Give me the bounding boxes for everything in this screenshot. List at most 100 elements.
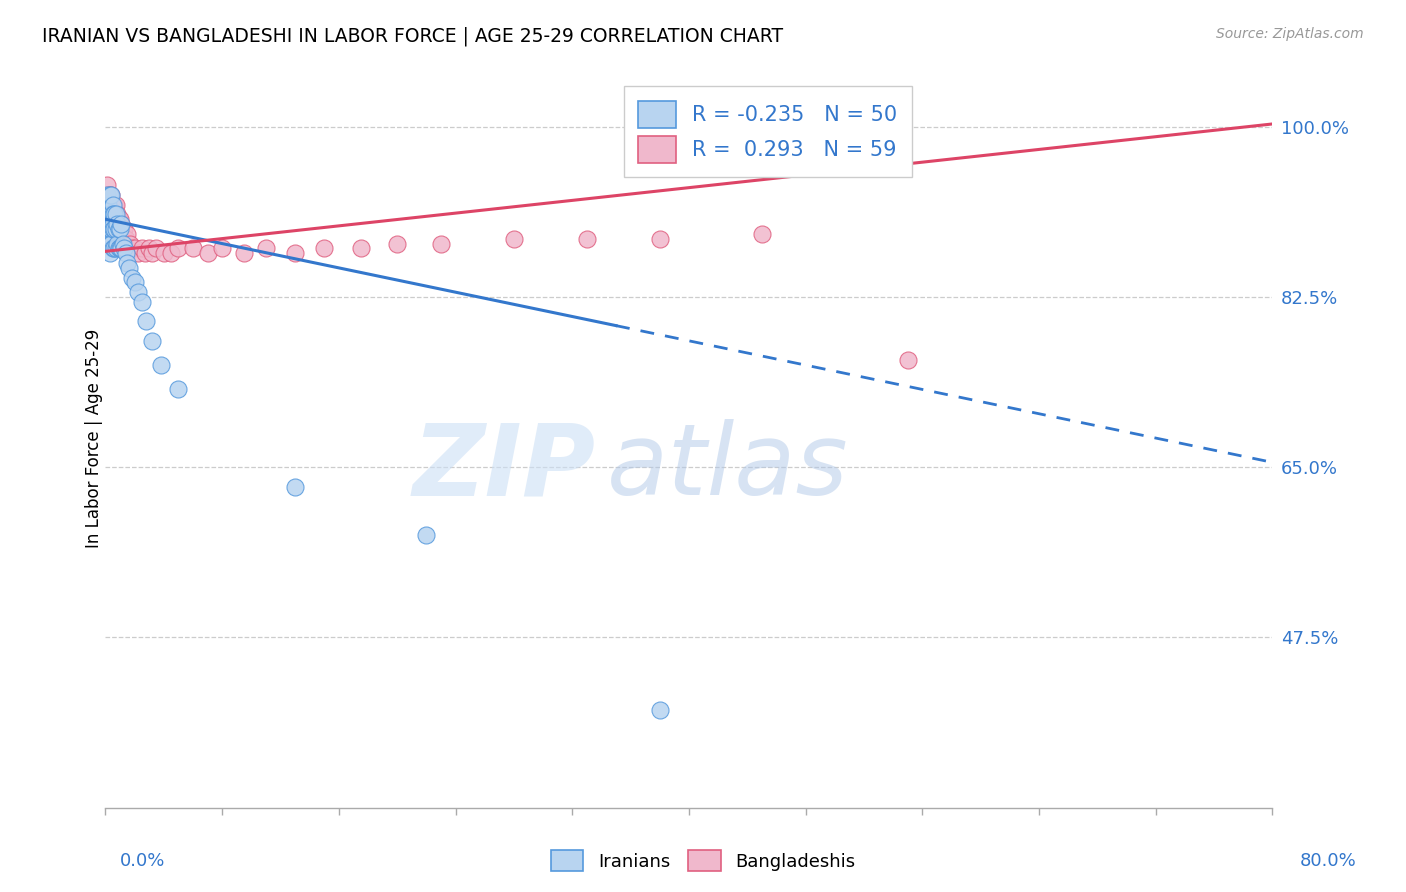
Point: [197, 246, 219, 260]
Point: [100, 236, 122, 251]
Point: [97, 188, 120, 202]
Point: [117, 227, 139, 241]
Point: [121, 242, 143, 256]
Point: [101, 236, 124, 251]
Point: [254, 242, 277, 256]
Point: [97, 212, 120, 227]
Point: [114, 246, 136, 260]
Text: atlas: atlas: [607, 419, 849, 516]
Point: [98, 222, 121, 236]
Point: [100, 222, 122, 236]
Point: [120, 236, 142, 251]
Point: [105, 207, 128, 221]
Point: [98, 246, 121, 260]
Point: [101, 197, 124, 211]
Point: [101, 222, 124, 236]
Legend: Iranians, Bangladeshis: Iranians, Bangladeshis: [544, 843, 862, 879]
Point: [100, 207, 122, 221]
Point: [101, 222, 124, 236]
Point: [98, 188, 121, 202]
Point: [96, 188, 118, 202]
Point: [100, 207, 122, 221]
Point: [112, 242, 135, 256]
Text: Source: ZipAtlas.com: Source: ZipAtlas.com: [1216, 27, 1364, 41]
Text: IRANIAN VS BANGLADESHI IN LABOR FORCE | AGE 25-29 CORRELATION CHART: IRANIAN VS BANGLADESHI IN LABOR FORCE | …: [42, 27, 783, 46]
Legend: R = -0.235   N = 50, R =  0.293   N = 59: R = -0.235 N = 50, R = 0.293 N = 59: [623, 87, 912, 178]
Point: [104, 236, 127, 251]
Point: [110, 242, 132, 256]
Point: [127, 246, 149, 260]
Point: [415, 528, 437, 542]
Text: 80.0%: 80.0%: [1301, 852, 1357, 870]
Point: [112, 222, 135, 236]
Point: [124, 242, 146, 256]
Point: [685, 120, 707, 134]
Point: [103, 222, 125, 236]
Point: [430, 236, 453, 251]
Point: [103, 197, 125, 211]
Point: [100, 188, 122, 202]
Point: [100, 188, 122, 202]
Point: [97, 222, 120, 236]
Point: [107, 212, 129, 227]
Point: [233, 246, 256, 260]
Point: [96, 207, 118, 221]
Point: [103, 222, 125, 236]
Point: [96, 178, 118, 193]
Point: [100, 222, 122, 236]
Point: [105, 236, 128, 251]
Point: [97, 217, 120, 231]
Point: [98, 188, 121, 202]
Point: [160, 246, 183, 260]
Point: [97, 197, 120, 211]
Point: [131, 242, 153, 256]
Text: ZIP: ZIP: [412, 419, 596, 516]
Point: [108, 232, 131, 246]
Point: [104, 242, 127, 256]
Point: [502, 232, 524, 246]
Point: [124, 276, 146, 290]
Point: [284, 480, 307, 494]
Point: [101, 212, 124, 227]
Point: [648, 703, 671, 717]
Point: [103, 207, 125, 221]
Point: [648, 232, 671, 246]
Point: [108, 212, 131, 227]
Point: [101, 242, 124, 256]
Point: [575, 232, 598, 246]
Point: [104, 207, 127, 221]
Point: [103, 242, 125, 256]
Point: [97, 227, 120, 241]
Point: [107, 242, 129, 256]
Point: [167, 242, 190, 256]
Point: [101, 207, 124, 221]
Point: [98, 207, 121, 221]
Point: [181, 242, 204, 256]
Point: [385, 236, 408, 251]
Point: [111, 222, 134, 236]
Point: [145, 242, 167, 256]
Point: [110, 217, 132, 231]
Point: [751, 227, 773, 241]
Point: [118, 260, 141, 275]
Point: [108, 222, 131, 236]
Point: [108, 242, 131, 256]
Point: [105, 217, 128, 231]
Point: [897, 353, 920, 368]
Point: [167, 383, 190, 397]
Point: [138, 242, 160, 256]
Point: [350, 242, 373, 256]
Point: [284, 246, 307, 260]
Point: [152, 246, 174, 260]
Point: [314, 242, 336, 256]
Point: [127, 285, 149, 300]
Point: [114, 232, 136, 246]
Point: [98, 197, 121, 211]
Point: [98, 236, 121, 251]
Point: [117, 256, 139, 270]
Point: [134, 246, 156, 260]
Point: [107, 236, 129, 251]
Point: [118, 242, 141, 256]
Point: [104, 222, 127, 236]
Point: [107, 222, 129, 236]
